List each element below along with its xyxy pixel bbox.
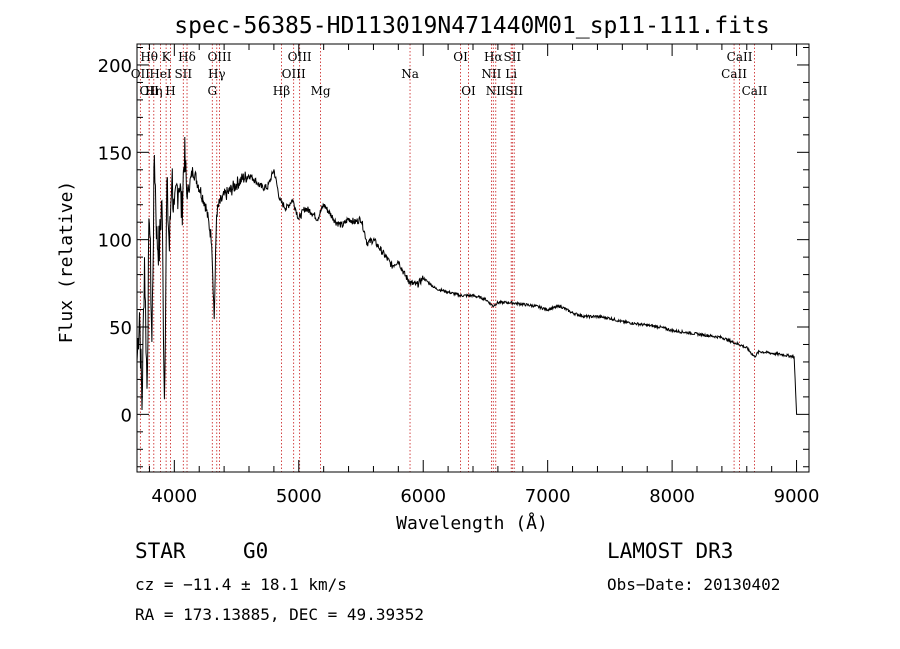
spectral-line-label: OI — [453, 50, 468, 64]
object-class: STAR — [135, 539, 186, 563]
spectral-line-label: OIII — [282, 67, 306, 81]
flux-line — [136, 136, 798, 415]
y-tick-label: 200 — [98, 56, 132, 77]
spectral-line-label: SII — [174, 67, 192, 81]
spectral-line-label: Hθ — [140, 50, 158, 64]
spectral-line-label: Li — [505, 67, 517, 81]
spectral-line-label: HeI — [149, 67, 172, 81]
spectral-line-label: Hη — [145, 84, 163, 98]
spectral-line-label: Na — [401, 67, 419, 81]
x-tick-label: 8000 — [649, 486, 695, 507]
axis-ticks: 4000 5000 6000 7000 8000 9000 0 50 100 150 200 — [98, 44, 820, 507]
spectral-line-label: Hγ — [208, 67, 226, 81]
x-tick-label: 7000 — [525, 486, 571, 507]
y-tick-label: 50 — [109, 318, 132, 339]
plot-frame — [136, 43, 810, 473]
sky-coordinates: RA = 173.13885, DEC = 49.39352 — [135, 605, 424, 624]
spectral-line-label: Hα — [484, 50, 503, 64]
spectral-line-label: SII — [505, 84, 523, 98]
spectral-line-label: OII — [140, 84, 160, 98]
spectral-line-label: OI — [461, 84, 476, 98]
chart-title: spec-56385-HD113019N471440M01_sp11-111.f… — [174, 13, 769, 39]
y-tick-label: 0 — [121, 405, 132, 426]
x-tick-label: 6000 — [400, 486, 446, 507]
spectral-line-label: OIII — [207, 50, 231, 64]
x-tick-label: 9000 — [774, 486, 820, 507]
y-tick-label: 100 — [98, 231, 132, 252]
x-tick-label: 5000 — [276, 486, 322, 507]
spectral-line-label: Mg — [311, 84, 331, 98]
spectral-subclass: G0 — [243, 539, 268, 563]
spectral-line-label: OIII — [288, 50, 312, 64]
x-tick-label: 4000 — [151, 486, 197, 507]
redshift-velocity: cz = −11.4 ± 18.1 km/s — [135, 575, 347, 594]
survey-name: LAMOST DR3 — [607, 539, 733, 563]
spectral-line-label: CaII — [727, 50, 753, 64]
spectral-line-label: NII — [481, 67, 501, 81]
spectral-line-label: H — [165, 84, 175, 98]
x-axis-label: Wavelength (Å) — [396, 512, 548, 534]
flux-series — [136, 136, 798, 415]
spectral-line-label: OII — [131, 67, 151, 81]
y-tick-label: 150 — [98, 143, 132, 164]
spectral-line-labels: OIIHθOIIHηHeIKHSIIHδGHγOIIIHβOIIIOIIIMgN… — [131, 50, 768, 98]
spectral-line-markers — [139, 44, 755, 472]
spectral-line-label: NII — [486, 84, 506, 98]
spectral-line-label: G — [207, 84, 217, 98]
y-axis-label: Flux (relative) — [56, 181, 77, 344]
spectral-line-label: Hβ — [273, 84, 290, 98]
observation-date: Obs−Date: 20130402 — [607, 575, 780, 594]
spectral-line-label: SII — [503, 50, 521, 64]
spectral-line-label: CaII — [742, 84, 768, 98]
spectral-line-label: Hδ — [178, 50, 196, 64]
spectral-line-label: K — [162, 50, 172, 64]
spectral-line-label: CaII — [721, 67, 747, 81]
